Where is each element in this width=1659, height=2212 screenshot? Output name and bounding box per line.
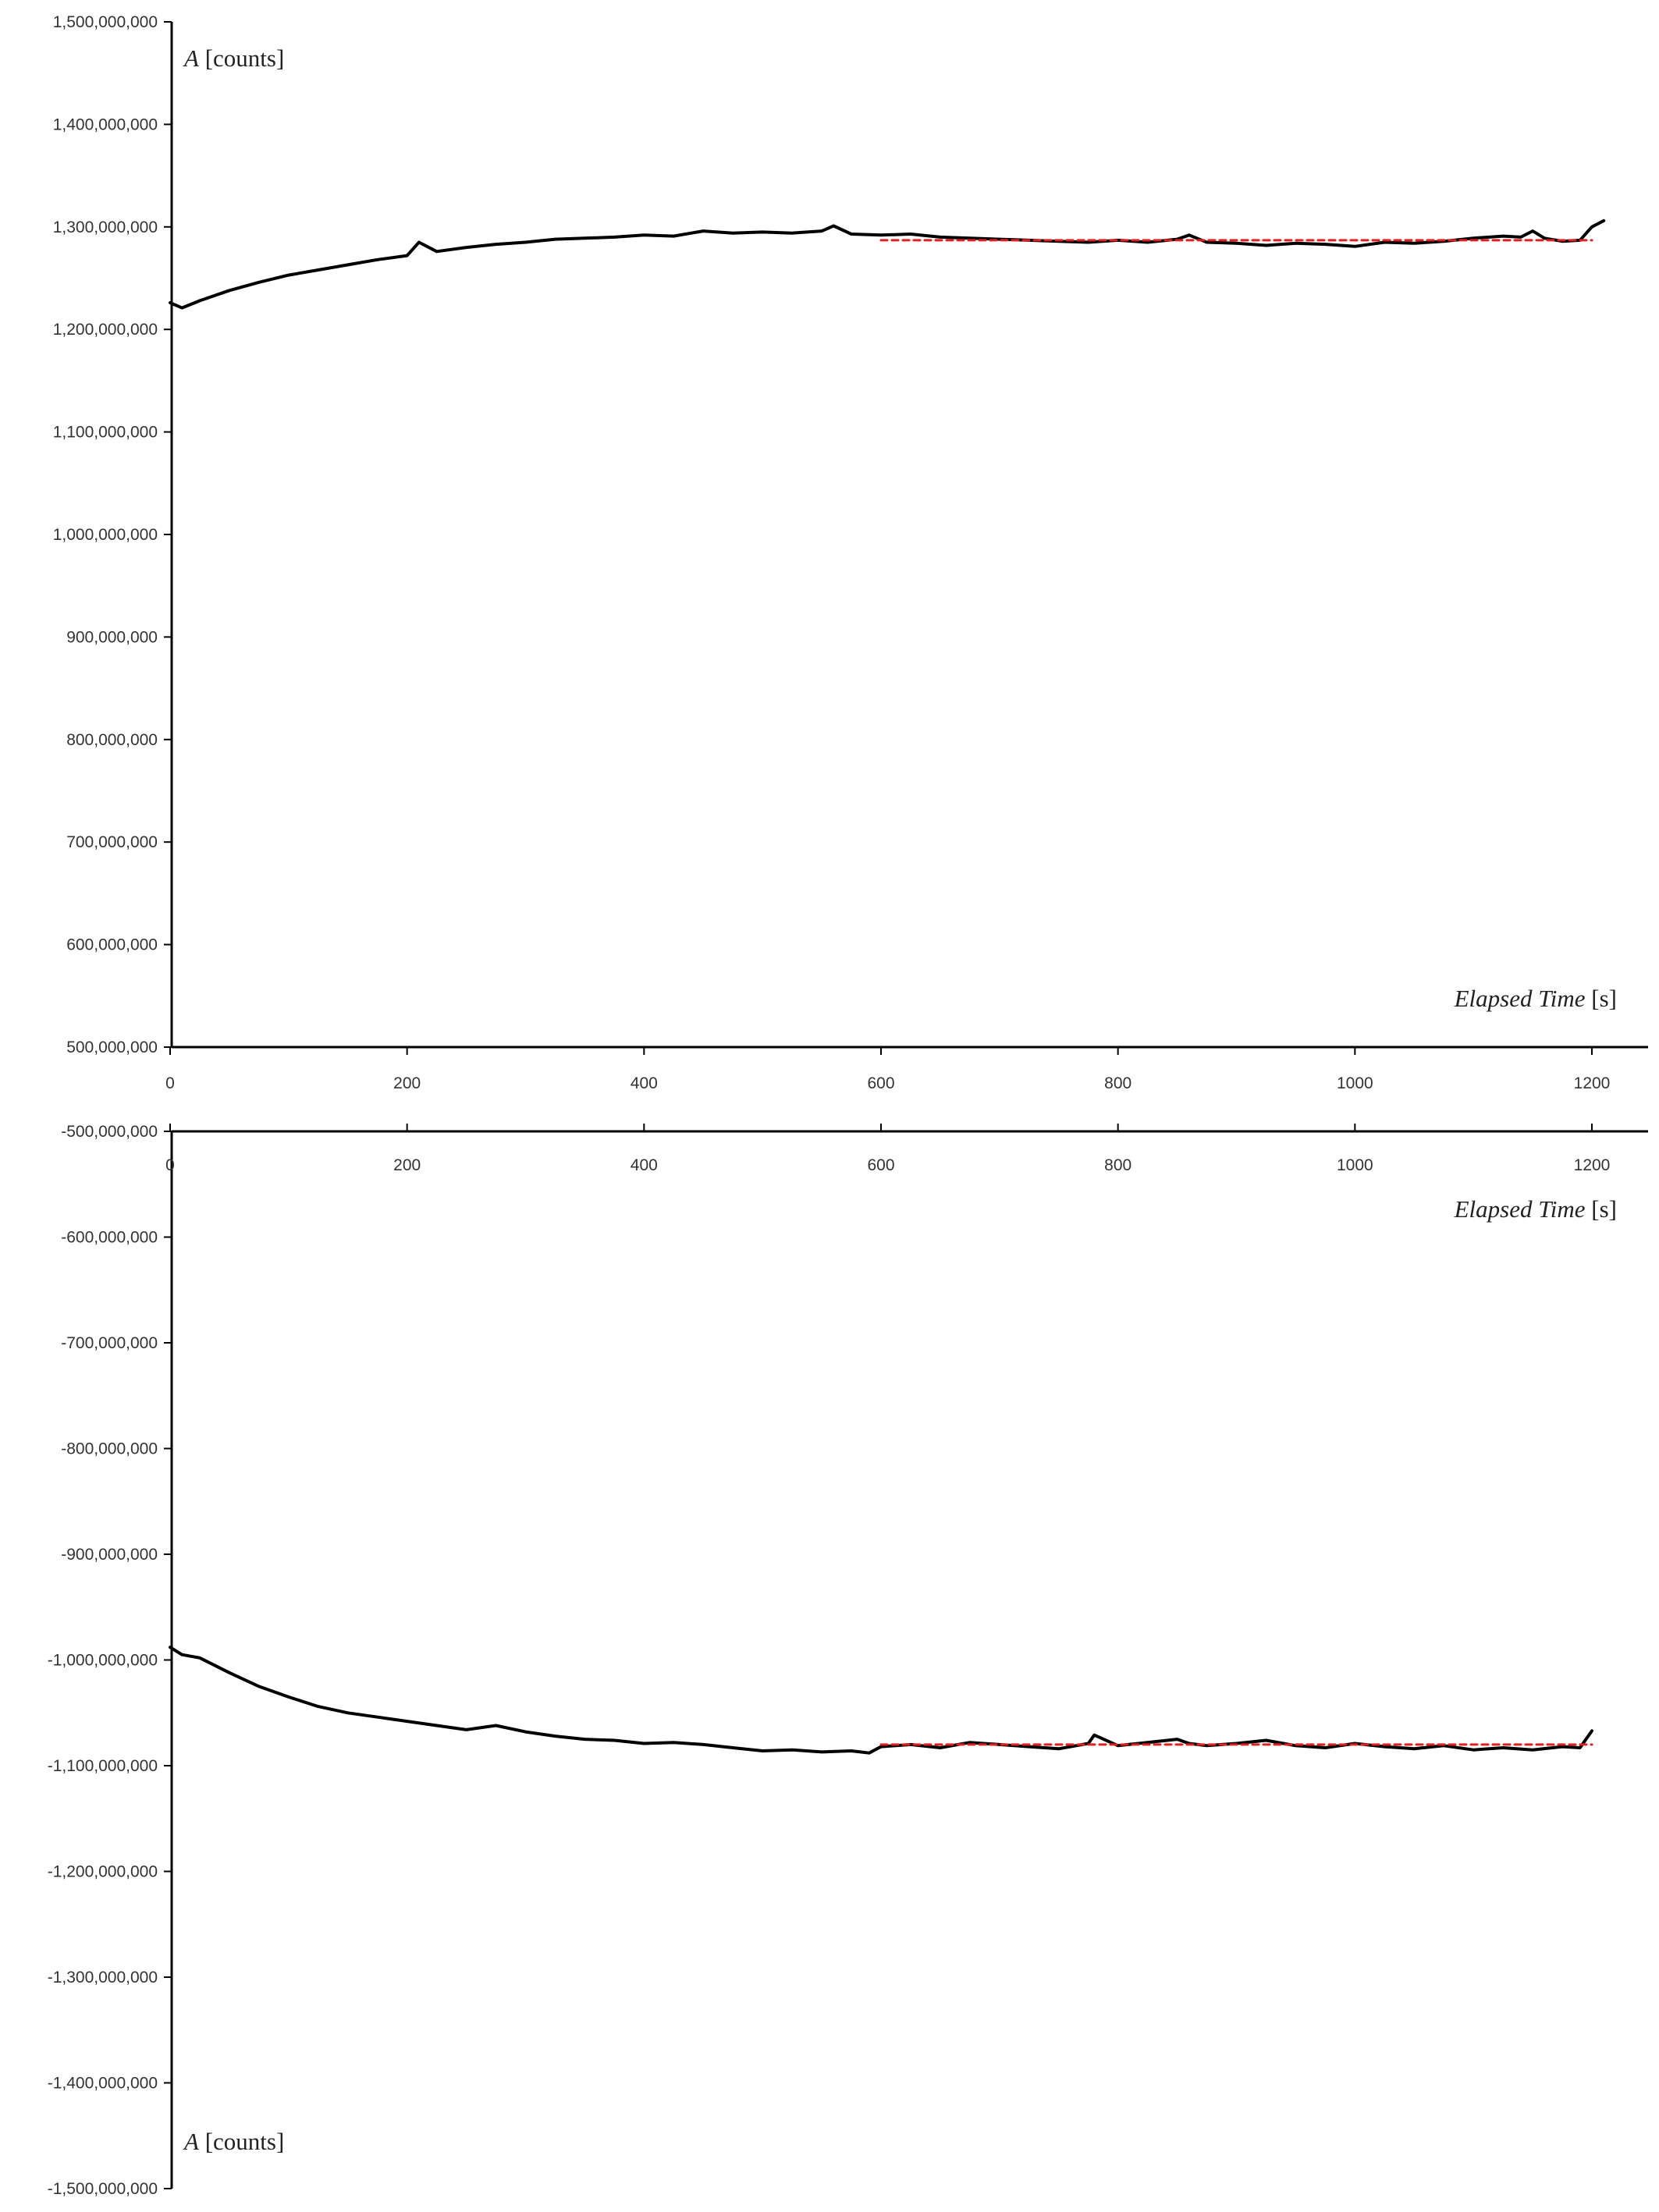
y-tick-label: 700,000,000 — [66, 833, 158, 851]
series-line-data — [169, 218, 1606, 310]
y-tick-label: -1,200,000,000 — [48, 1863, 158, 1881]
y-tick-label: -1,300,000,000 — [48, 1969, 158, 1987]
y-tick-label: 1,300,000,000 — [53, 218, 158, 236]
x-axis-title: Elapsed Time [s] — [1454, 985, 1617, 1012]
x-tick-label: 0 — [165, 1074, 175, 1092]
y-tick-label: 1,100,000,000 — [53, 424, 158, 442]
y-tick-label: -700,000,000 — [61, 1334, 158, 1352]
series-line-data — [169, 1646, 1593, 1755]
x-tick-label: 0 — [165, 1156, 175, 1174]
y-tick-label: -900,000,000 — [61, 1546, 158, 1564]
y-axis-title: A [counts] — [183, 44, 284, 72]
y-tick-label: -800,000,000 — [61, 1440, 158, 1458]
x-tick-label: 400 — [631, 1156, 658, 1174]
y-tick-label: -1,000,000,000 — [48, 1652, 158, 1670]
y-tick-label: -1,500,000,000 — [48, 2180, 158, 2198]
x-tick-label: 600 — [867, 1074, 894, 1092]
x-tick-label: 200 — [393, 1156, 421, 1174]
y-tick-label: 1,200,000,000 — [53, 321, 158, 339]
x-tick-label: 1000 — [1337, 1156, 1373, 1174]
x-tick-label: 600 — [867, 1156, 894, 1174]
x-tick-label: 1200 — [1574, 1156, 1611, 1174]
y-tick-label: 1,500,000,000 — [53, 13, 158, 31]
y-tick-label: 1,400,000,000 — [53, 115, 158, 133]
x-tick-label: 400 — [631, 1074, 658, 1092]
y-tick-label: 600,000,000 — [66, 936, 158, 954]
x-tick-label: 1000 — [1337, 1074, 1373, 1092]
chart-panel-1: 500,000,000 600,000,000 700,000,000 800,000… — [53, 13, 1648, 1092]
x-tick-label: 800 — [1104, 1074, 1131, 1092]
y-tick-label: 1,000,000,000 — [53, 526, 158, 544]
x-tick-label: 800 — [1104, 1156, 1131, 1174]
x-tick-label: 200 — [393, 1074, 421, 1092]
x-tick-label: 1200 — [1574, 1074, 1611, 1092]
chart-panel-2: -500,000,000 -600,000,000 -700,000,000 -800… — [48, 1123, 1648, 2198]
y-tick-label: 800,000,000 — [66, 731, 158, 749]
y-tick-label: 500,000,000 — [66, 1039, 158, 1056]
y-tick-label: -600,000,000 — [61, 1229, 158, 1247]
y-tick-label: -1,100,000,000 — [48, 1757, 158, 1775]
y-tick-label: 900,000,000 — [66, 628, 158, 646]
y-tick-label: -1,400,000,000 — [48, 2075, 158, 2093]
y-tick-label: -500,000,000 — [61, 1123, 158, 1141]
x-axis-title: Elapsed Time [s] — [1454, 1195, 1617, 1223]
y-axis-title: A [counts] — [183, 2128, 284, 2155]
